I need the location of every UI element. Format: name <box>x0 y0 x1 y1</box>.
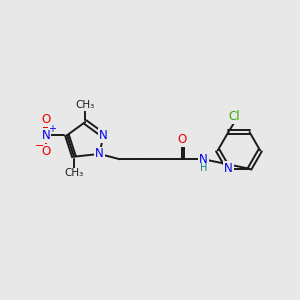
Text: N: N <box>41 129 50 142</box>
Text: CH₃: CH₃ <box>64 168 84 178</box>
Text: O: O <box>41 112 50 126</box>
Text: O: O <box>177 133 186 146</box>
Text: Cl: Cl <box>228 110 240 123</box>
Text: N: N <box>95 148 104 160</box>
Text: H: H <box>200 163 207 173</box>
Text: −: − <box>35 141 44 151</box>
Text: CH₃: CH₃ <box>76 100 95 110</box>
Text: N: N <box>99 129 108 142</box>
Text: N: N <box>199 153 208 166</box>
Text: O: O <box>41 145 50 158</box>
Text: +: + <box>48 124 56 134</box>
Text: N: N <box>224 162 233 175</box>
